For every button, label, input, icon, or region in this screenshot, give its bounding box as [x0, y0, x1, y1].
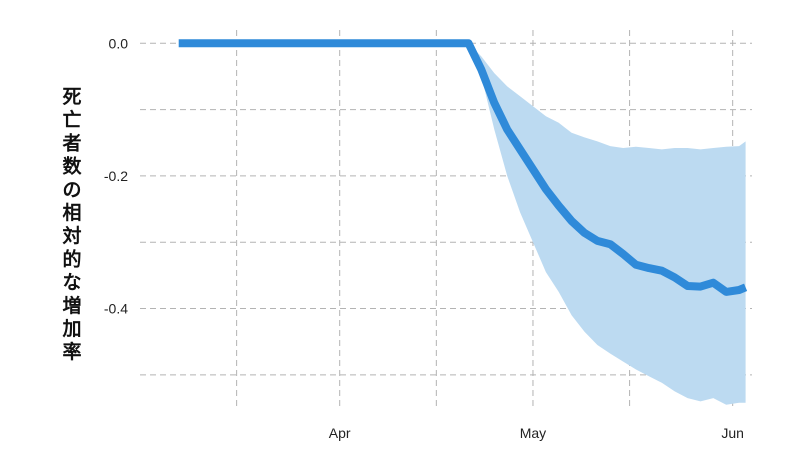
- x-tick-label-1: May: [520, 425, 546, 441]
- y-axis-label-char: の: [62, 179, 81, 201]
- y-axis-label-char: な: [62, 272, 81, 294]
- y-axis-label-char: 相: [62, 202, 81, 224]
- x-axis-ticks: Apr May Jun: [329, 425, 744, 441]
- band-layer: [178, 43, 746, 405]
- y-axis-label: 死亡者数の相対的な増加率: [61, 86, 82, 363]
- y-axis-label-char: 率: [62, 340, 81, 363]
- y-axis-label-char: 者: [62, 132, 81, 154]
- y-axis-label-char: 的: [62, 247, 81, 270]
- y-axis-label-char: 亡: [62, 108, 81, 131]
- confidence-band: [178, 43, 746, 405]
- y-axis-label-char: 数: [62, 155, 82, 178]
- y-tick-label-2: -0.4: [104, 301, 128, 317]
- series-line: [178, 39, 748, 296]
- line-layer: [178, 39, 748, 296]
- y-axis-label-char: 加: [61, 318, 81, 340]
- y-tick-label-0: 0.0: [109, 35, 129, 51]
- y-tick-label-1: -0.2: [104, 168, 128, 184]
- y-axis-ticks: 0.0 -0.2 -0.4: [104, 35, 128, 316]
- y-axis-label-char: 死: [62, 86, 81, 108]
- y-axis-label-char: 増: [62, 294, 81, 317]
- x-tick-label-0: Apr: [329, 425, 351, 441]
- y-axis-label-char: 対: [61, 224, 81, 247]
- x-tick-label-2: Jun: [721, 425, 744, 441]
